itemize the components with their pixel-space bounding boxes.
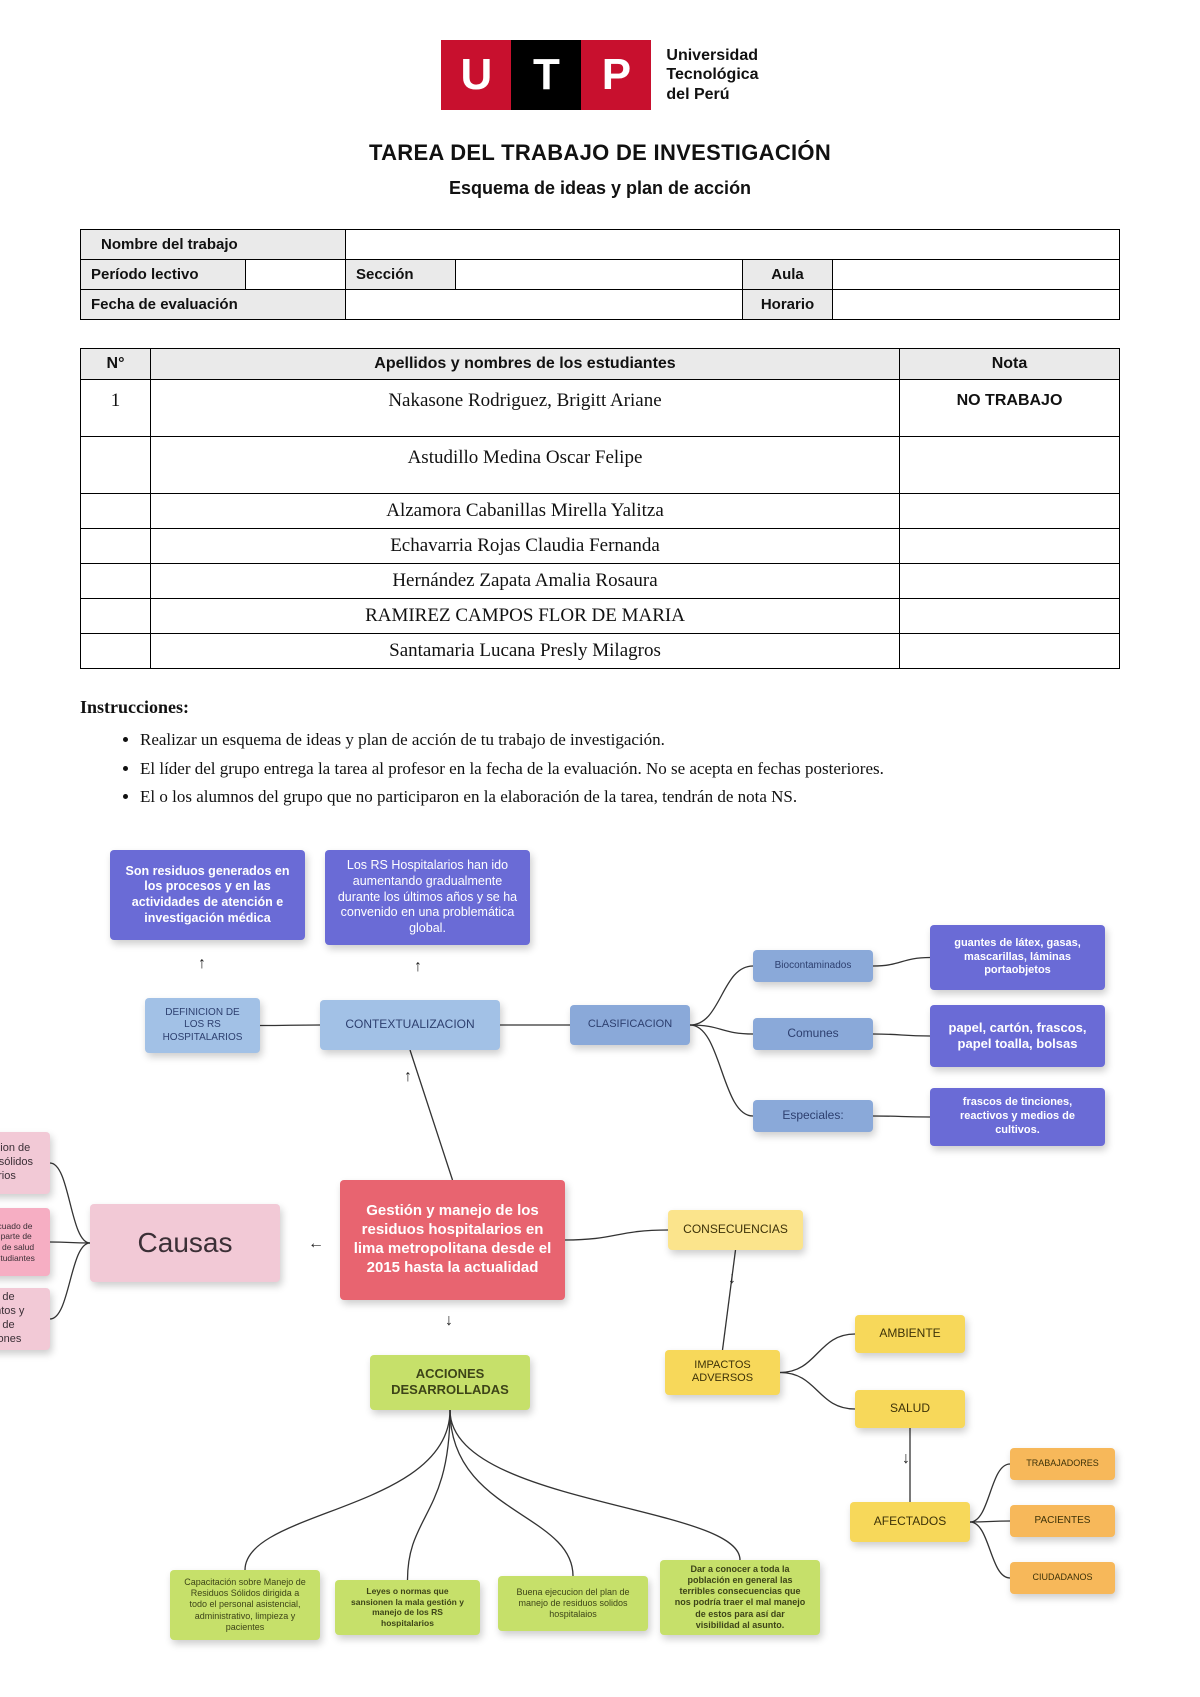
meta-periodo-lbl: Período lectivo <box>81 260 246 290</box>
student-n <box>81 437 151 494</box>
map-node-salud: SALUD <box>855 1390 965 1428</box>
logo: U T P Universidad Tecnológica del Perú <box>80 40 1120 110</box>
logo-line3: del Perú <box>666 85 758 104</box>
map-node-contextual_detail: Los RS Hospitalarios han ido aumentando … <box>325 850 530 945</box>
map-node-com_det: papel, cartón, frascos, papel toalla, bo… <box>930 1005 1105 1067</box>
map-node-bio_det: guantes de látex, gasas, mascarillas, lá… <box>930 925 1105 990</box>
student-name: Alzamora Cabanillas Mirella Yalitza <box>151 494 900 529</box>
table-row: Santamaria Lucana Presly Milagros <box>81 634 1120 669</box>
student-n: 1 <box>81 380 151 437</box>
arrow-glyph: ↑ <box>414 958 422 976</box>
map-node-definicion: DEFINICION DE LOS RS HOSPITALARIOS <box>145 998 260 1053</box>
meta-aula-lbl: Aula <box>743 260 833 290</box>
page-title: TAREA DEL TRABAJO DE INVESTIGACIÓN <box>80 140 1120 166</box>
students-th-nota: Nota <box>900 349 1120 380</box>
map-node-bio: Biocontaminados <box>753 950 873 982</box>
logo-blocks: U T P <box>441 40 651 110</box>
student-nota: NO TRABAJO <box>900 380 1120 437</box>
table-row: Astudillo Medina Oscar Felipe <box>81 437 1120 494</box>
meta-periodo-val <box>246 260 346 290</box>
instructions-head: Instrucciones: <box>80 697 1120 718</box>
mindmap: Son residuos generados en los procesos y… <box>0 850 1120 1670</box>
map-node-esp_det: frascos de tinciones, reactivos y medios… <box>930 1088 1105 1146</box>
map-node-acc2: Leyes o normas que sansionen la mala ges… <box>335 1580 480 1635</box>
map-node-acc1: Capacitación sobre Manejo de Residuos Só… <box>170 1570 320 1640</box>
students-th-n: N° <box>81 349 151 380</box>
student-nota <box>900 564 1120 599</box>
meta-horario-lbl: Horario <box>743 290 833 320</box>
student-nota <box>900 634 1120 669</box>
instruction-item: El o los alumnos del grupo que no partic… <box>140 785 1120 810</box>
student-name: Hernández Zapata Amalia Rosaura <box>151 564 900 599</box>
table-row: Alzamora Cabanillas Mirella Yalitza <box>81 494 1120 529</box>
map-node-contextual: CONTEXTUALIZACION <box>320 1000 500 1050</box>
student-name: Nakasone Rodriguez, Brigitt Ariane <box>151 380 900 437</box>
arrow-glyph: ↑ <box>198 955 206 973</box>
meta-seccion-lbl: Sección <box>346 260 456 290</box>
map-node-trabajadores: TRABAJADORES <box>1010 1448 1115 1480</box>
meta-table: Nombre del trabajo Período lectivo Secci… <box>80 229 1120 320</box>
student-nota <box>900 599 1120 634</box>
map-node-causa3: Carencia de conocimientos y ausencia de … <box>0 1288 50 1350</box>
map-node-pacientes: PACIENTES <box>1010 1505 1115 1537</box>
student-n <box>81 599 151 634</box>
meta-fecha-lbl: Fecha de evaluación <box>81 290 346 320</box>
table-row: Echavarria Rojas Claudia Fernanda <box>81 529 1120 564</box>
instruction-item: Realizar un esquema de ideas y plan de a… <box>140 728 1120 753</box>
map-node-consec: CONSECUENCIAS <box>668 1210 803 1250</box>
page-subtitle: Esquema de ideas y plan de acción <box>80 178 1120 199</box>
map-node-especiales: Especiales: <box>753 1100 873 1132</box>
logo-line2: Tecnológica <box>666 65 758 84</box>
student-n <box>81 529 151 564</box>
logo-letter-u: U <box>441 40 511 110</box>
map-node-causa1: Incrementacion de los residuos sólidos h… <box>0 1132 50 1194</box>
map-node-ambiente: AMBIENTE <box>855 1315 965 1353</box>
logo-line1: Universidad <box>666 46 758 65</box>
student-n <box>81 634 151 669</box>
map-node-acciones: ACCIONES DESARROLLADAS <box>370 1355 530 1410</box>
map-node-clasif: CLASIFICACION <box>570 1005 690 1045</box>
map-node-acc4: Dar a conocer a toda la población en gen… <box>660 1560 820 1635</box>
arrow-glyph: ↓ <box>445 1312 453 1330</box>
meta-aula-val <box>833 260 1120 290</box>
table-row: Hernández Zapata Amalia Rosaura <box>81 564 1120 599</box>
meta-nombre-lbl: Nombre del trabajo <box>81 230 346 260</box>
map-node-causas: Causas <box>90 1204 280 1282</box>
map-node-acc3: Buena ejecucion del plan de manejo de re… <box>498 1576 648 1631</box>
arrow-glyph: ← <box>308 1235 324 1253</box>
arrow-glyph: ↓ <box>728 1270 736 1288</box>
meta-horario-val <box>833 290 1120 320</box>
student-name: RAMIREZ CAMPOS FLOR DE MARIA <box>151 599 900 634</box>
table-row: RAMIREZ CAMPOS FLOR DE MARIA <box>81 599 1120 634</box>
student-name: Astudillo Medina Oscar Felipe <box>151 437 900 494</box>
meta-fecha-val <box>346 290 743 320</box>
student-nota <box>900 494 1120 529</box>
students-table: N° Apellidos y nombres de los estudiante… <box>80 348 1120 669</box>
student-nota <box>900 529 1120 564</box>
logo-letter-t: T <box>511 40 581 110</box>
student-nota <box>900 437 1120 494</box>
instructions-list: Realizar un esquema de ideas y plan de a… <box>120 728 1120 810</box>
meta-nombre-val <box>346 230 1120 260</box>
table-row: 1Nakasone Rodriguez, Brigitt ArianeNO TR… <box>81 380 1120 437</box>
student-name: Santamaria Lucana Presly Milagros <box>151 634 900 669</box>
map-node-impactos: IMPACTOS ADVERSOS <box>665 1350 780 1395</box>
map-node-ciudadanos: CIUDADANOS <box>1010 1562 1115 1594</box>
student-n <box>81 494 151 529</box>
logo-text: Universidad Tecnológica del Perú <box>666 46 758 104</box>
student-n <box>81 564 151 599</box>
map-node-comunes: Comunes <box>753 1018 873 1050</box>
map-node-causa2: el manejo inadecuado de los residuos por… <box>0 1208 50 1276</box>
arrow-glyph: ↑ <box>404 1068 412 1086</box>
logo-letter-p: P <box>581 40 651 110</box>
student-name: Echavarria Rojas Claudia Fernanda <box>151 529 900 564</box>
students-th-name: Apellidos y nombres de los estudiantes <box>151 349 900 380</box>
map-node-afectados: AFECTADOS <box>850 1502 970 1542</box>
map-node-central: Gestión y manejo de los residuos hospita… <box>340 1180 565 1300</box>
instruction-item: El líder del grupo entrega la tarea al p… <box>140 757 1120 782</box>
map-node-defin_detail: Son residuos generados en los procesos y… <box>110 850 305 940</box>
arrow-glyph: ↓ <box>902 1450 910 1468</box>
meta-seccion-val <box>456 260 743 290</box>
